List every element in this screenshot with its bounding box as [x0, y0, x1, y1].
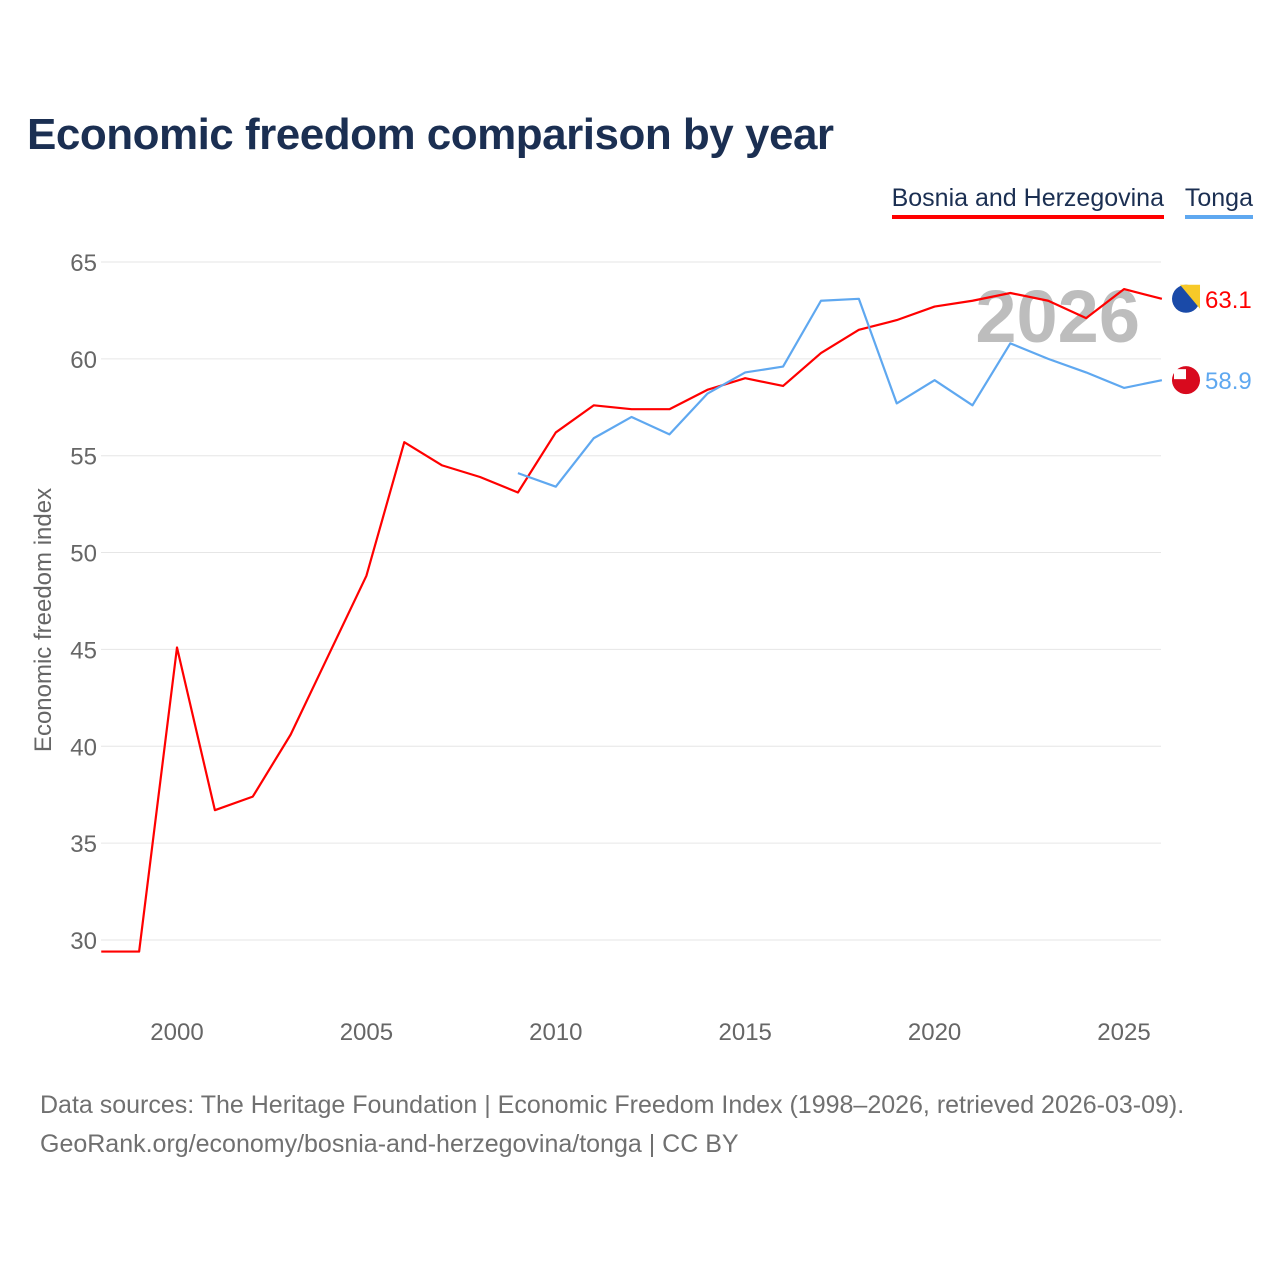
y-tick-label: 35: [70, 831, 97, 858]
tonga-flag-icon: [1172, 366, 1200, 395]
bosnia-flag-icon: [1172, 284, 1200, 313]
x-tick-label: 2025: [1097, 1019, 1150, 1046]
series-line-1: [517, 297, 1163, 488]
x-tick-label: 2020: [908, 1019, 961, 1046]
y-tick-label: 65: [70, 250, 97, 277]
chart-title: Economic freedom comparison by year: [27, 110, 834, 159]
y-tick-label: 45: [70, 637, 97, 664]
source-note: Data sources: The Heritage Foundation | …: [40, 1091, 1185, 1119]
series-line-0: [101, 288, 1163, 953]
legend-bosnia[interactable]: Bosnia and Herzegovina: [891, 184, 1164, 219]
y-tick-label: 50: [70, 541, 97, 568]
source-url: GeoRank.org/economy/bosnia-and-herzegovi…: [40, 1130, 739, 1158]
y-tick-label: 40: [70, 734, 97, 761]
end-value-label-0: 63.1: [1205, 287, 1252, 314]
x-tick-label: 2000: [150, 1019, 203, 1046]
year-watermark: 2026: [975, 275, 1140, 358]
legend-tonga[interactable]: Tonga: [1184, 184, 1253, 219]
y-tick-label: 60: [70, 347, 97, 374]
x-tick-label: 2015: [719, 1019, 772, 1046]
y-tick-label: 30: [70, 928, 97, 955]
y-tick-label: 55: [70, 444, 97, 471]
footer: Data sources: The Heritage Foundation | …: [40, 1086, 1184, 1164]
y-axis-label: Economic freedom index: [30, 488, 57, 752]
x-tick-label: 2005: [340, 1019, 393, 1046]
x-tick-label: 2010: [529, 1019, 582, 1046]
end-value-label-1: 58.9: [1205, 368, 1252, 395]
